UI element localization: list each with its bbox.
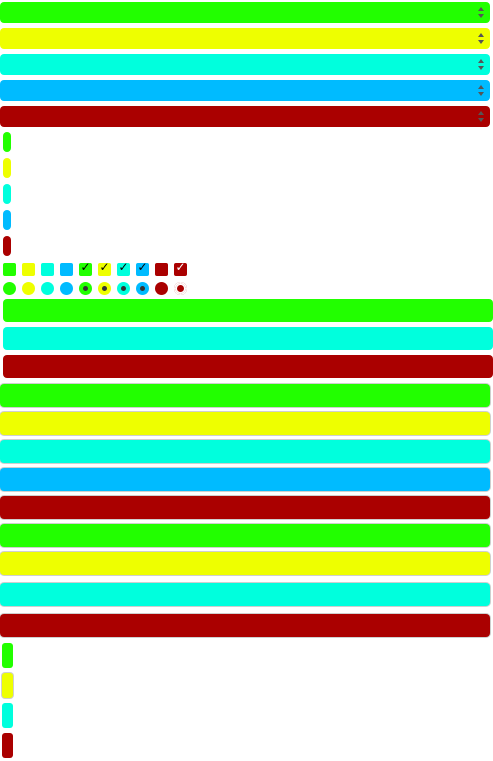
radio-cyan[interactable] bbox=[41, 282, 54, 295]
mini-input-yellow[interactable] bbox=[2, 673, 13, 698]
check-icon: ✓ bbox=[80, 260, 91, 274]
checkbox-cyan[interactable] bbox=[41, 263, 54, 276]
field-yellow[interactable] bbox=[0, 552, 490, 575]
radio-green[interactable] bbox=[3, 282, 16, 295]
select-green[interactable] bbox=[0, 2, 490, 23]
text-input-green[interactable] bbox=[3, 299, 493, 322]
select-blue[interactable] bbox=[0, 80, 490, 101]
select-yellow[interactable] bbox=[0, 28, 490, 49]
checkbox-yellow-checked[interactable]: ✓ bbox=[98, 260, 111, 276]
radio-dot-icon bbox=[177, 285, 184, 292]
radio-green-checked[interactable] bbox=[79, 282, 92, 295]
narrow-input-cyan[interactable] bbox=[3, 184, 11, 204]
radio-yellow[interactable] bbox=[22, 282, 35, 295]
checkbox-darkred[interactable] bbox=[155, 263, 168, 276]
button-darkred[interactable] bbox=[0, 496, 490, 519]
text-input-cyan[interactable] bbox=[3, 327, 493, 350]
checkbox-blue-checked[interactable]: ✓ bbox=[136, 260, 149, 276]
radio-darkred-checked[interactable] bbox=[174, 282, 187, 295]
sort-arrows-icon bbox=[478, 58, 484, 71]
checkbox-darkred-checked[interactable]: ✓ bbox=[174, 260, 187, 276]
mini-input-darkred[interactable] bbox=[2, 733, 13, 758]
button-blue[interactable] bbox=[0, 468, 490, 491]
radio-dot-icon bbox=[140, 286, 145, 291]
button-green[interactable] bbox=[0, 384, 490, 407]
field-darkred[interactable] bbox=[0, 614, 490, 637]
narrow-input-darkred[interactable] bbox=[3, 236, 11, 256]
sort-arrows-icon bbox=[478, 6, 484, 19]
field-cyan[interactable] bbox=[0, 583, 490, 606]
mini-input-green[interactable] bbox=[2, 643, 13, 668]
select-darkred[interactable] bbox=[0, 106, 490, 127]
check-icon: ✓ bbox=[99, 260, 110, 274]
text-input-darkred[interactable] bbox=[3, 355, 493, 378]
checkbox-yellow[interactable] bbox=[22, 263, 35, 276]
button-yellow[interactable] bbox=[0, 412, 490, 435]
sort-arrows-icon bbox=[478, 32, 484, 45]
radio-dot-icon bbox=[102, 286, 107, 291]
radio-blue-checked[interactable] bbox=[136, 282, 149, 295]
check-icon: ✓ bbox=[137, 260, 148, 274]
check-icon: ✓ bbox=[175, 260, 186, 274]
radio-blue[interactable] bbox=[60, 282, 73, 295]
checkbox-blue[interactable] bbox=[60, 263, 73, 276]
field-green[interactable] bbox=[0, 524, 490, 547]
radio-yellow-checked[interactable] bbox=[98, 282, 111, 295]
checkbox-cyan-checked[interactable]: ✓ bbox=[117, 260, 130, 276]
button-cyan[interactable] bbox=[0, 440, 490, 463]
select-cyan[interactable] bbox=[0, 54, 490, 75]
sort-arrows-icon bbox=[478, 110, 484, 123]
checkbox-green[interactable] bbox=[3, 263, 16, 276]
checkbox-green-checked[interactable]: ✓ bbox=[79, 260, 92, 276]
radio-cyan-checked[interactable] bbox=[117, 282, 130, 295]
narrow-input-blue[interactable] bbox=[3, 210, 11, 230]
mini-input-cyan[interactable] bbox=[2, 703, 13, 728]
sort-arrows-icon bbox=[478, 84, 484, 97]
narrow-input-green[interactable] bbox=[3, 132, 11, 152]
radio-dot-icon bbox=[83, 286, 88, 291]
radio-darkred[interactable] bbox=[155, 282, 168, 295]
narrow-input-yellow[interactable] bbox=[3, 158, 11, 178]
check-icon: ✓ bbox=[118, 260, 129, 274]
radio-dot-icon bbox=[121, 286, 126, 291]
